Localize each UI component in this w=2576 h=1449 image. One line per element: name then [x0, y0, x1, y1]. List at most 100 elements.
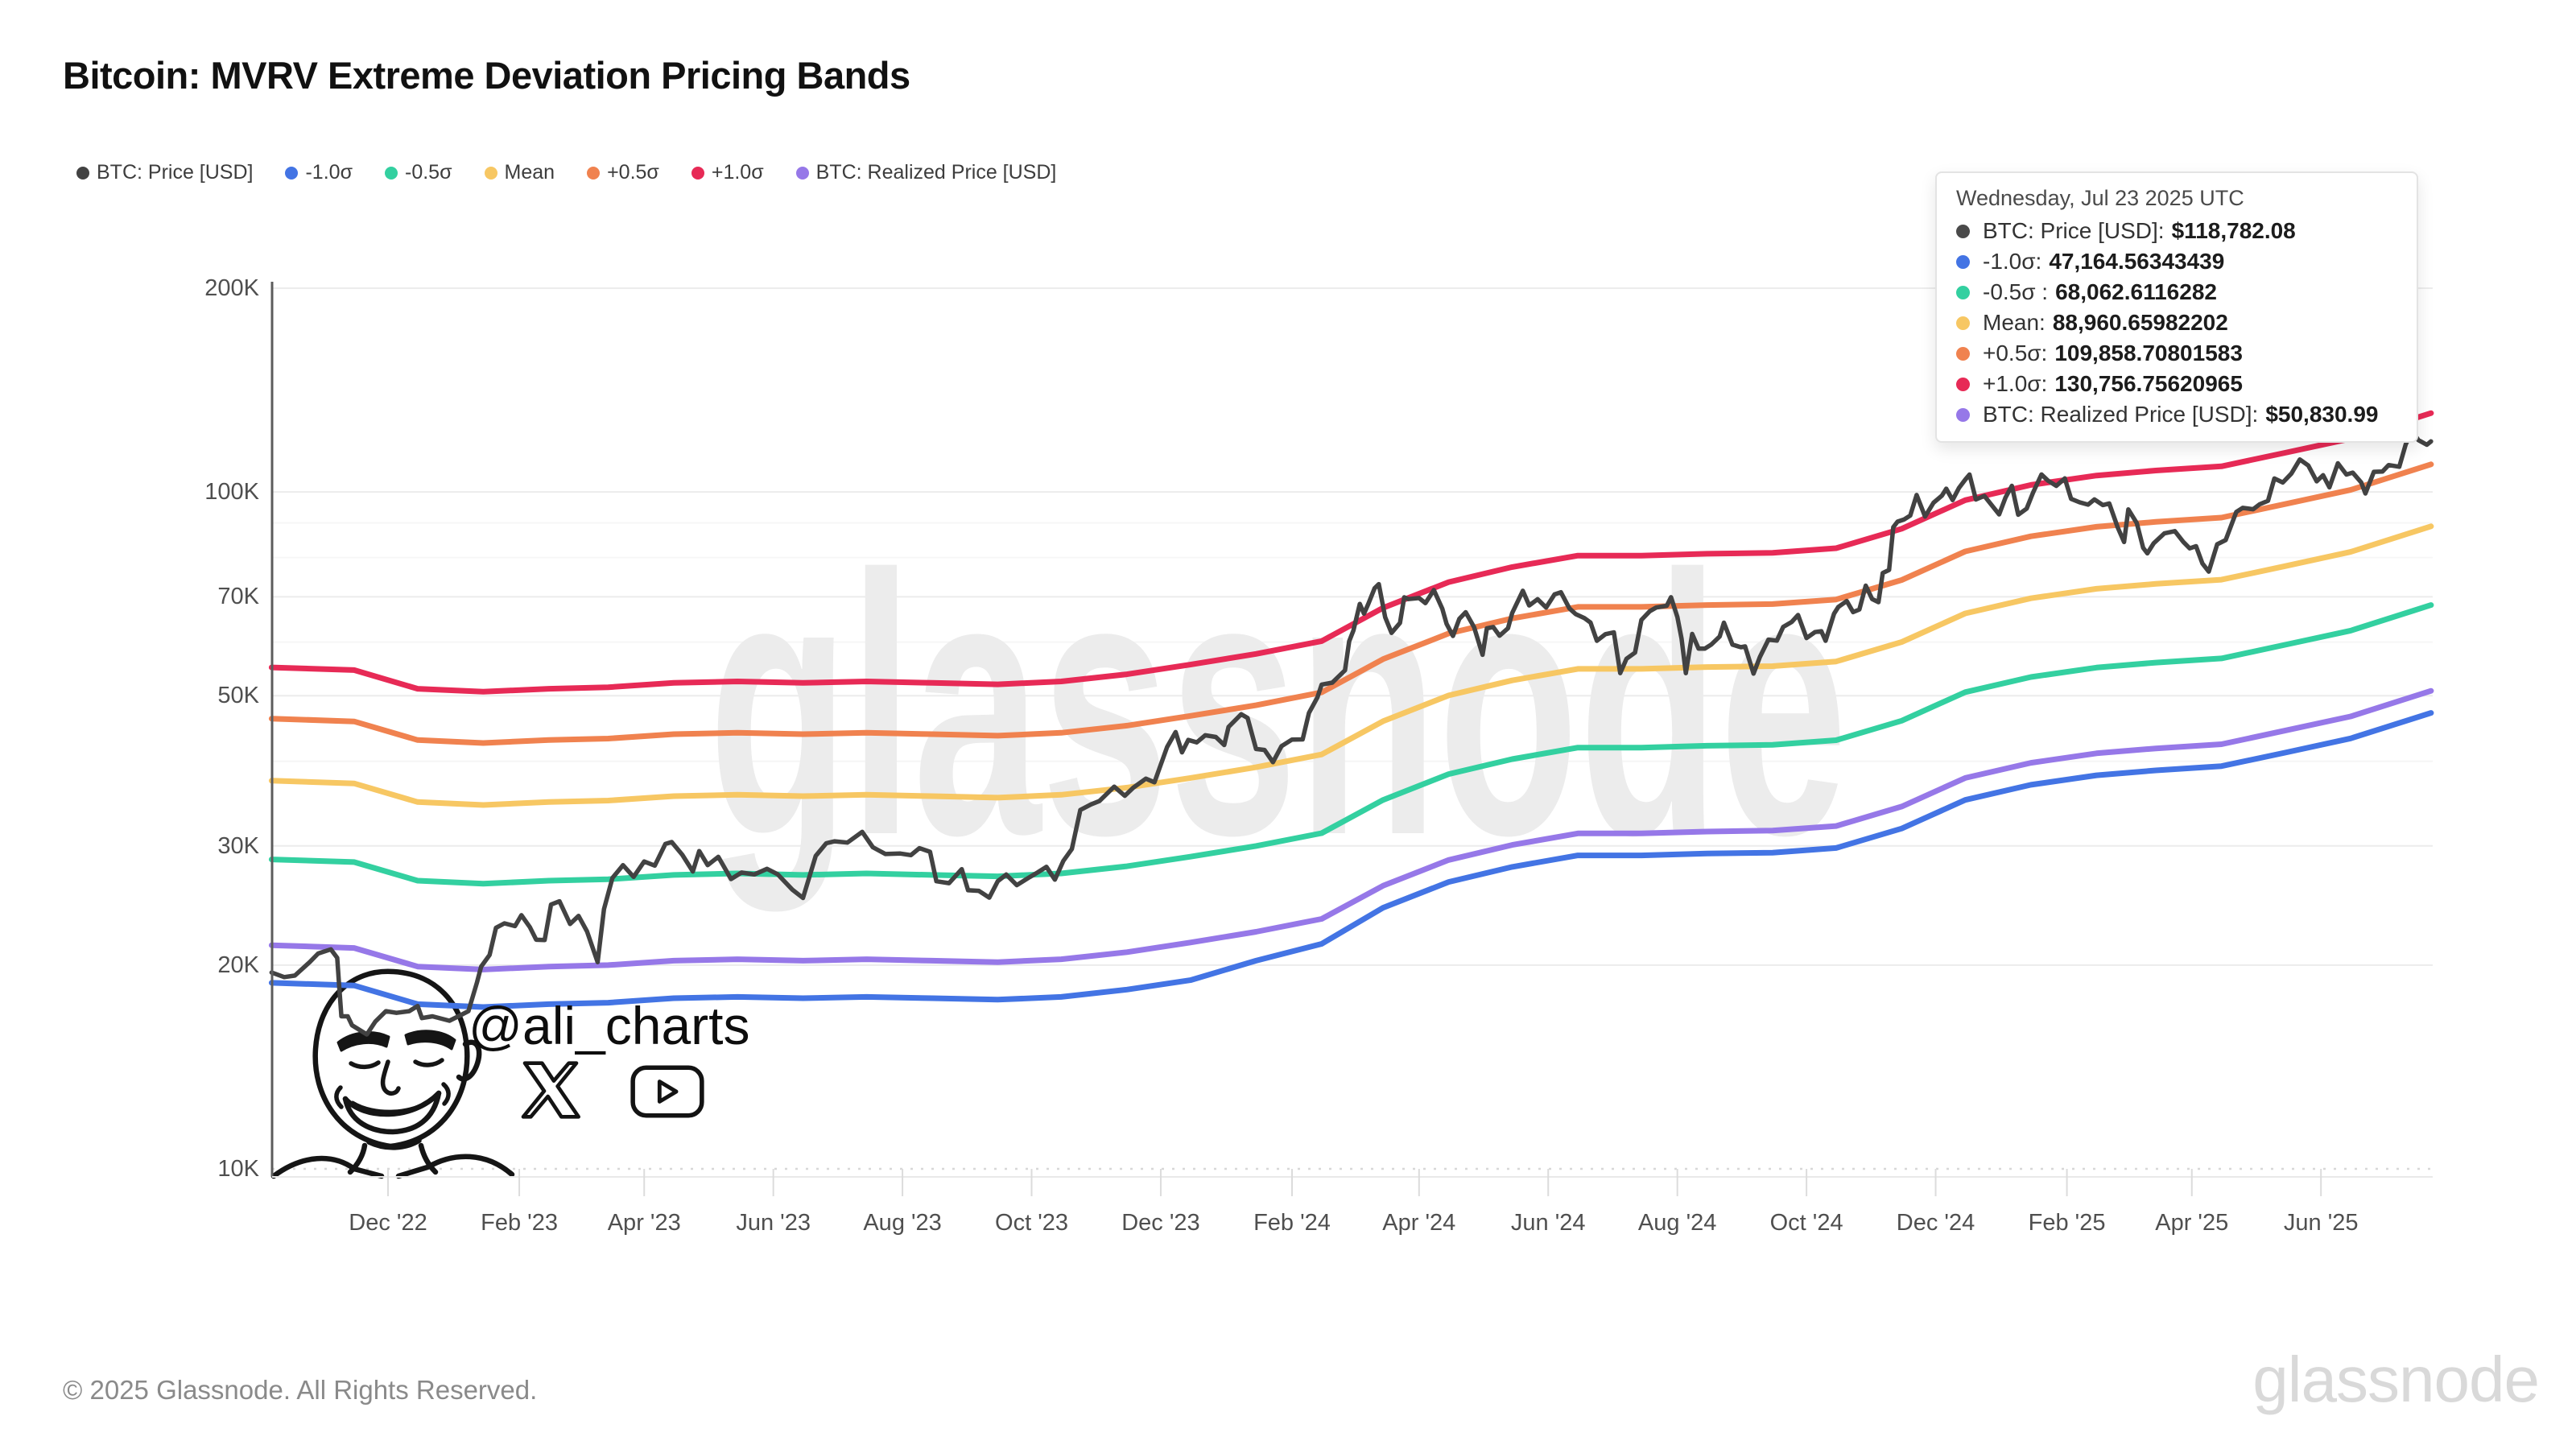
tooltip-row-value: 109,858.70801583 — [2054, 341, 2243, 365]
tooltip-row-label: BTC: Price [USD]: — [1983, 218, 2165, 243]
series-lines — [268, 410, 2434, 1037]
legend: BTC: Price [USD] -1.0σ -0.5σ Mean +0.5σ +1.0σ… — [76, 161, 1056, 184]
face-teeth-line — [350, 1096, 435, 1114]
x-axis-label: Aug '23 — [863, 1210, 942, 1236]
tooltip-row: -1.0σ: 47,164.56343439 — [1956, 246, 2397, 277]
gridlines — [272, 287, 2433, 1170]
tooltip-row-value: 68,062.6116282 — [2055, 279, 2217, 304]
y-axis-label: 30K — [217, 832, 259, 859]
x-axis-label: Apr '25 — [2155, 1210, 2229, 1236]
face-eye-right — [413, 1058, 444, 1067]
legend-item-label: +1.0σ — [711, 161, 764, 184]
series-mean — [268, 523, 2434, 808]
tooltip-row-value: 47,164.56343439 — [2049, 249, 2225, 274]
x-axis-label: Jun '25 — [2283, 1210, 2359, 1236]
face-fold-right — [441, 1082, 451, 1106]
series-btc-price-usd — [269, 428, 2434, 1037]
tooltip-row-label: -1.0σ: — [1983, 249, 2042, 274]
legend-item-label: -1.0σ — [305, 161, 353, 184]
x-axis-label: Oct '24 — [1769, 1210, 1843, 1236]
tooltip-row-dot-icon — [1956, 346, 1970, 361]
tooltip-row: -0.5σ :68,062.6116282 — [1956, 277, 2397, 308]
series-btc-realized-price-usd — [268, 687, 2434, 972]
tooltip-row: BTC: Price [USD]: $118,782.08 — [1956, 216, 2397, 246]
tooltip-row-label: BTC: Realized Price [USD]: — [1983, 402, 2259, 427]
tooltip-row: BTC: Realized Price [USD]: $50,830.99 — [1956, 399, 2397, 430]
legend-dot-icon — [285, 166, 299, 180]
y-axis-label: 70K — [217, 584, 259, 610]
x-axis-label: Jun '23 — [736, 1210, 811, 1236]
x-axis-label: Feb '23 — [481, 1210, 558, 1236]
legend-item-1-0[interactable]: +1.0σ — [691, 161, 764, 184]
legend-dot-icon — [76, 166, 89, 180]
face-brow-right — [404, 1030, 456, 1051]
tooltip-row-dot-icon — [1956, 316, 1970, 330]
legend-item-btc-realized-price-usd[interactable]: BTC: Realized Price [USD] — [795, 161, 1057, 184]
x-axis-label: Aug '24 — [1637, 1210, 1717, 1236]
x-axis-label: Dec '23 — [1121, 1210, 1200, 1236]
legend-item-mean[interactable]: Mean — [484, 161, 555, 184]
legend-item-label: BTC: Price [USD] — [97, 161, 254, 184]
face-neck-right — [418, 1142, 439, 1175]
x-twitter-icon — [521, 1061, 580, 1119]
tooltip-row: +1.0σ: 130,756.75620965 — [1956, 369, 2397, 399]
legend-item-label: BTC: Realized Price [USD] — [815, 161, 1057, 184]
series-0-5 — [268, 602, 2434, 887]
x-axis-label: Apr '24 — [1382, 1210, 1456, 1236]
face-shoulder-right — [395, 1154, 515, 1179]
tooltip-row-dot-icon — [1956, 224, 1970, 238]
axes — [270, 282, 2433, 1196]
tooltip: Wednesday, Jul 23 2025 UTC BTC: Price [U… — [1935, 171, 2418, 443]
y-axis-label: 50K — [217, 683, 259, 709]
tooltip-row-dot-icon — [1956, 377, 1970, 391]
copyright: © 2025 Glassnode. All Rights Reserved. — [63, 1375, 538, 1405]
legend-item-label: Mean — [504, 161, 555, 184]
tooltip-date: Wednesday, Jul 23 2025 UTC — [1956, 186, 2244, 210]
tooltip-row-value: 88,960.65982202 — [2052, 310, 2228, 335]
tooltip-row-label: +1.0σ: — [1983, 371, 2048, 396]
tooltip-row-label: Mean: — [1983, 310, 2046, 335]
glassnode-watermark: glassnode — [708, 499, 1847, 914]
tooltip-rows: BTC: Price [USD]: $118,782.08 -1.0σ: 47,164… — [1956, 216, 2397, 430]
legend-item-label: -0.5σ — [405, 161, 452, 184]
legend-dot-icon — [795, 166, 809, 180]
legend-dot-icon — [385, 166, 398, 180]
legend-dot-icon — [691, 166, 704, 180]
y-axis-label: 10K — [217, 1156, 259, 1182]
youtube-icon — [630, 1065, 704, 1118]
tooltip-row-dot-icon — [1956, 254, 1970, 269]
legend-dot-icon — [587, 166, 601, 180]
tooltip-row-value: 130,756.75620965 — [2054, 371, 2243, 396]
legend-item-0-5[interactable]: -0.5σ — [385, 161, 452, 184]
x-axis-label: Feb '24 — [1253, 1210, 1331, 1236]
tooltip-row-label: -0.5σ : — [1983, 279, 2049, 304]
legend-item-1-0[interactable]: -1.0σ — [285, 161, 353, 184]
tooltip-row: +0.5σ: 109,858.70801583 — [1956, 338, 2397, 369]
series-1-0 — [268, 710, 2434, 1010]
face-nose — [380, 1059, 401, 1096]
tooltip-row-value: $50,830.99 — [2265, 402, 2379, 427]
page-title: Bitcoin: MVRV Extreme Deviation Pricing … — [63, 54, 910, 97]
x-axis-label: Feb '25 — [2028, 1210, 2106, 1236]
y-axis-label: 20K — [217, 952, 259, 978]
x-axis-label: Jun '24 — [1510, 1210, 1586, 1236]
y-axis-label: 100K — [204, 479, 259, 506]
face-brow-left — [336, 1031, 390, 1052]
legend-item-btc-price-usd[interactable]: BTC: Price [USD] — [76, 161, 253, 184]
face-shoulder-left — [270, 1155, 385, 1179]
face-eye-left — [349, 1060, 381, 1070]
x-axis-label: Dec '24 — [1896, 1210, 1975, 1236]
tooltip-row-value: $118,782.08 — [2171, 218, 2296, 243]
legend-dot-icon — [484, 166, 497, 180]
legend-item-0-5[interactable]: +0.5σ — [587, 161, 659, 184]
legend-item-label: +0.5σ — [607, 161, 659, 184]
ali-charts-handle: @ali_charts — [469, 996, 750, 1055]
tooltip-row-dot-icon — [1956, 285, 1970, 299]
x-axis-label: Apr '23 — [607, 1210, 681, 1236]
tooltip-row-dot-icon — [1956, 407, 1970, 422]
face-ear — [456, 1039, 482, 1082]
x-axis-label: Dec '22 — [349, 1210, 427, 1236]
glassnode-logo: glassnode — [2252, 1344, 2540, 1415]
